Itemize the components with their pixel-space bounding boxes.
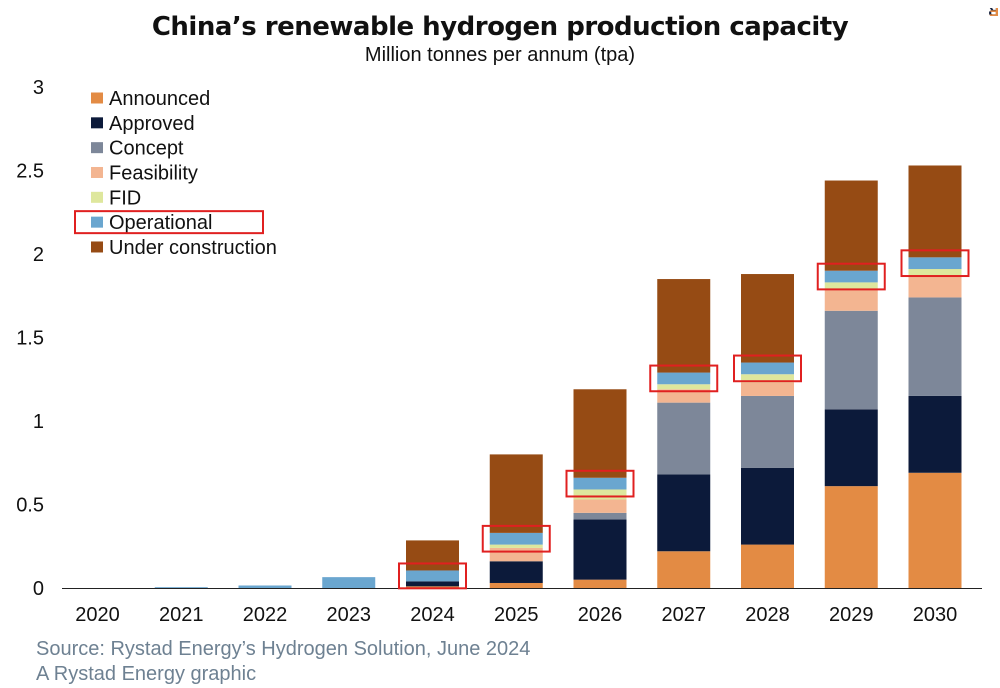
y-tick-label: 0.5 [16, 495, 44, 517]
highlight-box-2028 [733, 354, 802, 383]
bar-segment-operational-2025 [489, 532, 543, 545]
bar-segment-operational-2024 [406, 570, 459, 582]
bar-segment-under-construction-2026 [573, 389, 627, 478]
bar-segment-concept-2026 [573, 512, 627, 520]
legend-label-operational: Operational [109, 212, 212, 234]
bar-segment-under-construction-2028 [741, 274, 794, 363]
bar-segment-operational-2028 [741, 362, 794, 375]
legend-label-announced: Announced [109, 88, 210, 110]
bar-segment-under-construction-2027 [657, 279, 711, 373]
legend-label-feasibility: Feasibility [109, 162, 198, 184]
bar-segment-operational-2021 [154, 587, 208, 588]
legend-label-under-construction: Under construction [109, 237, 277, 259]
highlight-box-2030 [900, 249, 970, 278]
bar-segment-operational-2030 [908, 257, 962, 270]
highlight-box-2025 [481, 524, 551, 553]
bar-segment-feasibility-2026 [573, 499, 627, 513]
bar-segment-approved-2025 [489, 561, 543, 583]
bar-segment-feasibility-2030 [908, 275, 962, 298]
bar-segment-feasibility-2025 [489, 547, 543, 562]
bar-segment-announced-2028 [741, 544, 794, 588]
chart-subtitle: Million tonnes per annum (tpa) [364, 44, 636, 66]
bar-segment-approved-2028 [741, 467, 794, 545]
x-tick-label: 2030 [913, 604, 958, 626]
bar-segment-approved-2026 [573, 519, 627, 580]
bar-segment-operational-2029 [824, 270, 878, 283]
source-note: Source: Rystad Energy’s Hydrogen Solutio… [36, 638, 531, 660]
bar-segment-under-construction-2024 [406, 540, 459, 571]
y-tick-label: 0 [33, 578, 44, 600]
legend-label-fid: FID [109, 187, 141, 209]
bar-segment-announced-2027 [657, 551, 711, 588]
x-tick-label: 2027 [662, 604, 707, 626]
legend-label-concept: Concept [109, 138, 184, 160]
highlight-box-2024 [398, 562, 467, 590]
bar-segment-operational-2026 [573, 477, 627, 490]
bar-segment-fid-2030 [908, 269, 962, 276]
x-tick-label: 2023 [327, 604, 372, 626]
bar-segment-operational-2027 [657, 372, 711, 385]
bar-segment-fid-2027 [657, 384, 711, 390]
bar-segment-operational-2022 [238, 585, 292, 588]
x-tick-label: 2020 [75, 604, 120, 626]
bar-segment-approved-2029 [824, 409, 878, 487]
x-tick-label: 2021 [159, 604, 204, 626]
bar-segment-feasibility-2027 [657, 389, 711, 403]
x-tick-label: 2025 [494, 604, 539, 626]
bar-segment-announced-2026 [573, 579, 627, 588]
bar-segment-fid-2029 [824, 282, 878, 290]
bar-segment-fid-2026 [573, 489, 627, 500]
bar-segment-under-construction-2029 [824, 180, 878, 271]
bar-segment-fid-2028 [741, 374, 794, 383]
x-tick-label: 2028 [745, 604, 790, 626]
bar-segment-under-construction-2025 [489, 454, 543, 533]
bar-segment-announced-2025 [489, 582, 543, 588]
bar-segment-feasibility-2029 [824, 289, 878, 311]
bars-layer [154, 165, 962, 588]
bar-segment-fid-2025 [489, 544, 543, 548]
legend-highlight-box [74, 210, 264, 235]
y-tick-label: 1.5 [16, 328, 44, 350]
highlight-box-2027 [649, 364, 719, 393]
bar-segment-feasibility-2028 [741, 382, 794, 396]
bar-segment-announced-2024 [406, 586, 459, 588]
axis-layer: 0 0.5 1 1.5 2 2.5 3 2020 2021 2022 2023 2024 2025 202… [16, 77, 982, 626]
legend-swatch-feasibility [91, 166, 103, 178]
highlight-layer [398, 249, 970, 590]
graphic-credit: A Rystad Energy graphic [36, 663, 257, 685]
bar-segment-announced-2029 [824, 486, 878, 588]
highlight-box-2029 [816, 262, 886, 291]
bar-segment-approved-2027 [657, 474, 711, 552]
x-tick-label: 2026 [578, 604, 623, 626]
bar-segment-concept-2030 [908, 297, 962, 396]
legend-label-approved: Approved [109, 113, 195, 135]
highlight-box-2026 [565, 469, 635, 498]
bar-segment-concept-2027 [657, 402, 711, 475]
bar-segment-approved-2024 [406, 581, 459, 587]
legend-swatch-concept [91, 142, 103, 154]
y-tick-label: 3 [33, 77, 44, 99]
chart-title: China’s renewable hydrogen production ca… [151, 12, 849, 42]
bar-segment-concept-2028 [741, 395, 794, 468]
bar-segment-announced-2030 [908, 472, 962, 588]
bar-segment-concept-2029 [824, 310, 878, 410]
y-tick-label: 2 [33, 244, 44, 266]
y-tick-label: 1 [33, 411, 44, 433]
brand-logo-part-2: Energy [988, 8, 999, 19]
y-tick-label: 2.5 [16, 161, 44, 183]
bar-segment-under-construction-2030 [908, 165, 962, 258]
bar-segment-operational-2023 [322, 577, 376, 588]
bar-segment-approved-2030 [908, 395, 962, 473]
legend-swatch-approved [91, 117, 103, 129]
legend-swatch-fid [91, 191, 103, 203]
x-tick-label: 2022 [243, 604, 288, 626]
x-tick-label: 2024 [410, 604, 455, 626]
legend-swatch-operational [91, 216, 103, 228]
x-tick-label: 2029 [829, 604, 874, 626]
legend-swatch-announced [91, 92, 103, 104]
legend-swatch-under-construction [91, 241, 103, 253]
